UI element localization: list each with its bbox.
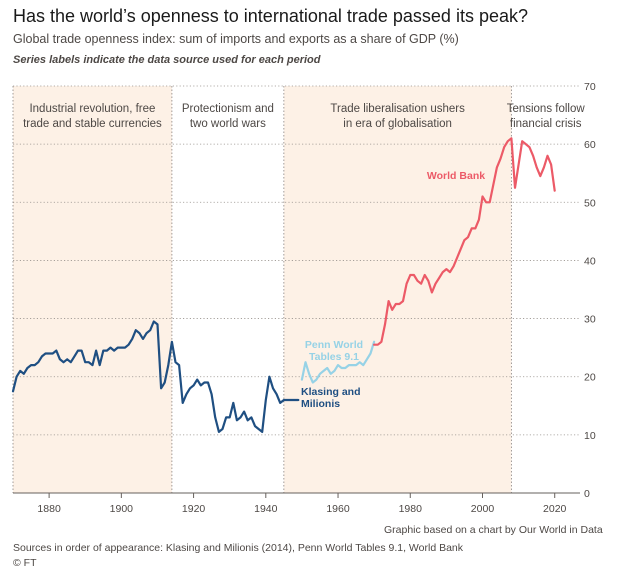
x-tick-label-1960: 1960 <box>326 503 350 515</box>
y-tick-label-20: 20 <box>584 372 596 384</box>
y-tick-label-0: 0 <box>584 488 590 500</box>
period-label-0-1: trade and stable currencies <box>23 118 162 130</box>
period-label-3-0: Tensions follow <box>507 103 586 115</box>
series-label-0-0: Klasing and <box>301 386 361 398</box>
period-label-1-1: two world wars <box>190 118 266 130</box>
period-bands <box>13 86 512 493</box>
x-tick-label-2020: 2020 <box>543 503 567 515</box>
y-tick-label-50: 50 <box>584 197 596 209</box>
period-label-3-1: financial crisis <box>510 118 582 130</box>
series-lines <box>11 137 556 433</box>
y-tick-label-30: 30 <box>584 314 596 326</box>
series-label-0-1: Milionis <box>301 398 340 410</box>
y-tick-labels: 0 10 20 30 40 50 60 70 <box>584 81 596 500</box>
period-band-2 <box>283 86 512 493</box>
y-tick-label-60: 60 <box>584 139 596 151</box>
x-axis: 1880 1900 1920 1940 1960 1980 2000 2020 <box>13 492 580 515</box>
series-label-1-1: Tables 9.1 <box>309 351 359 363</box>
chart-title: Has the world’s openness to internationa… <box>13 6 528 26</box>
x-tick-label-1920: 1920 <box>182 503 206 515</box>
chart-subtitle: Global trade openness index: sum of impo… <box>13 32 459 46</box>
x-tick-label-2000: 2000 <box>471 503 495 515</box>
x-tick-label-1940: 1940 <box>254 503 278 515</box>
chart-sources: Sources in order of appearance: Klasing … <box>13 542 464 554</box>
y-tick-label-70: 70 <box>584 81 596 93</box>
period-labels: Industrial revolution, free trade and sta… <box>23 103 585 130</box>
period-dividers <box>12 86 512 493</box>
period-label-2-0: Trade liberalisation ushers <box>330 103 465 115</box>
period-band-0 <box>13 86 172 493</box>
period-label-0-0: Industrial revolution, free <box>29 103 155 115</box>
klasing-milionis-line <box>11 320 300 433</box>
x-tick-label-1880: 1880 <box>37 503 61 515</box>
series-label-2-0: World Bank <box>427 170 485 182</box>
trade-openness-chart: Industrial revolution, free trade and sta… <box>11 81 596 515</box>
series-label-1-0: Penn World <box>305 339 363 351</box>
y-tick-label-40: 40 <box>584 255 596 267</box>
x-tick-label-1900: 1900 <box>110 503 134 515</box>
world-bank-line <box>373 137 556 346</box>
chart-credit: Graphic based on a chart by Our World in… <box>384 524 603 536</box>
ft-copyright: © FT <box>13 557 37 569</box>
chart-note: Series labels indicate the data source u… <box>13 54 321 66</box>
period-label-2-1: in era of globalisation <box>343 118 452 130</box>
y-tick-label-10: 10 <box>584 430 596 442</box>
period-label-1-0: Protectionism and <box>182 103 274 115</box>
penn-world-tables-line <box>300 340 376 384</box>
x-tick-label-1980: 1980 <box>399 503 423 515</box>
